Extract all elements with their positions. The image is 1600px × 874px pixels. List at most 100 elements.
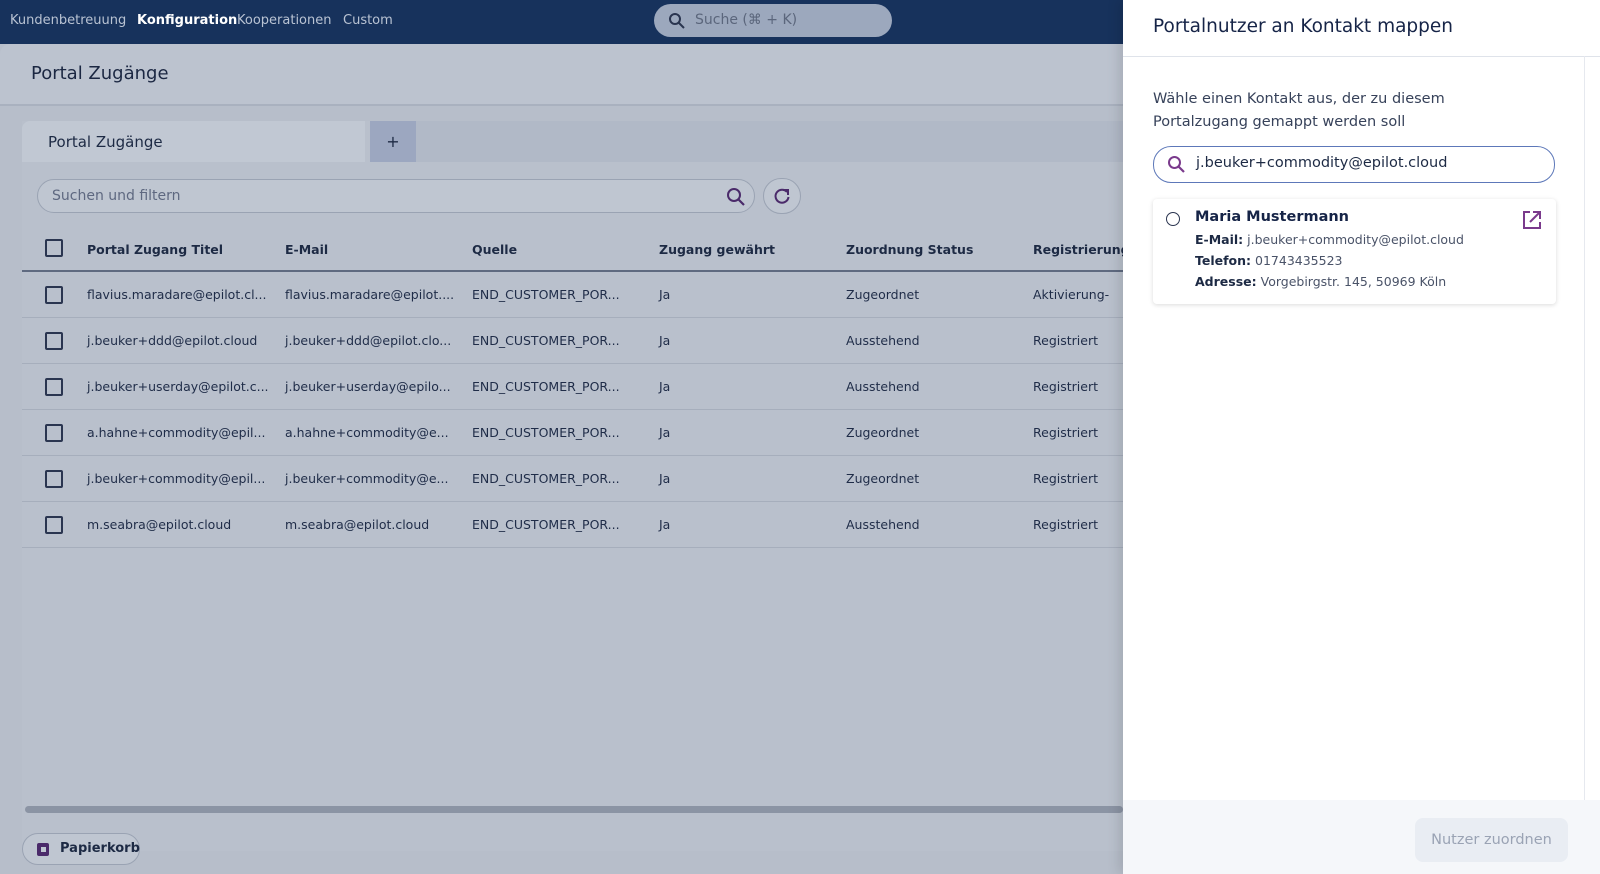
table-cell: END_CUSTOMER_POR...: [472, 517, 620, 532]
tab-label: Portal Zugänge: [48, 133, 163, 151]
trash-icon: [37, 843, 49, 856]
row-checkbox[interactable]: [45, 516, 63, 534]
panel: [22, 121, 1123, 851]
table-cell[interactable]: a.hahne+commodity@epil...: [87, 425, 266, 440]
table-cell: j.beuker+commodity@e...: [285, 471, 449, 486]
contact-search-icon: [1168, 156, 1185, 173]
tab[interactable]: Portal Zugänge: [22, 121, 365, 162]
table-cell: Ausstehend: [846, 379, 920, 394]
table-cell: END_CUSTOMER_POR...: [472, 333, 620, 348]
field-label: Adresse:: [1195, 274, 1257, 289]
contact-field: Adresse: Vorgebirgstr. 145, 50969 Köln: [1195, 274, 1446, 289]
row-checkbox[interactable]: [45, 470, 63, 488]
row-border: [22, 547, 1123, 548]
contact-card[interactable]: Maria Mustermann E-Mail: j.beuker+commod…: [1153, 199, 1556, 304]
nav-item[interactable]: Kooperationen: [237, 13, 332, 28]
refresh-button[interactable]: [763, 178, 801, 214]
table-cell: Registriert: [1033, 471, 1098, 486]
table-cell: END_CUSTOMER_POR...: [472, 287, 620, 302]
table-cell: flavius.maradare@epilot....: [285, 287, 455, 302]
filter-search-icon: [727, 188, 745, 206]
nav-item[interactable]: Kundenbetreuung: [10, 13, 127, 28]
row-border: [22, 501, 1123, 502]
table-cell: Ausstehend: [846, 517, 920, 532]
table-cell[interactable]: j.beuker+commodity@epil...: [87, 471, 266, 486]
row-border: [22, 455, 1123, 456]
table-cell: Ja: [659, 333, 671, 348]
table-cell: Registriert: [1033, 517, 1098, 532]
contact-name: Maria Mustermann: [1195, 209, 1350, 225]
drawer-footer: Nutzer zuordnen: [1123, 800, 1600, 874]
table-cell: END_CUSTOMER_POR...: [472, 379, 620, 394]
page-header: Portal Zugänge: [0, 44, 1123, 106]
search-placeholder: Suche (⌘ + K): [695, 12, 798, 28]
filter-input[interactable]: Suchen und filtern: [37, 179, 755, 213]
page-title: Portal Zugänge: [31, 63, 169, 84]
submit-button[interactable]: Nutzer zuordnen: [1415, 818, 1568, 862]
column-header: E-Mail: [285, 242, 329, 257]
nav-item[interactable]: Custom: [343, 13, 393, 28]
main-content: Portal Zugänge Portal Zugänge + Suchen u…: [0, 44, 1123, 874]
drawer-header: Portalnutzer an Kontakt mappen: [1123, 0, 1600, 57]
table-cell: Registriert: [1033, 333, 1098, 348]
row-checkbox[interactable]: [45, 424, 63, 442]
row-checkbox[interactable]: [45, 286, 63, 304]
table-cell: Registriert: [1033, 379, 1098, 394]
column-header: Quelle: [472, 242, 518, 257]
search-icon: [669, 13, 685, 29]
h-scrollbar[interactable]: [25, 806, 1123, 813]
global-search[interactable]: Suche (⌘ + K): [654, 4, 892, 37]
field-label: Telefon:: [1195, 253, 1252, 268]
instruction: Wähle einen Kontakt aus, der zu diesem P…: [1153, 91, 1445, 130]
row-checkbox[interactable]: [45, 332, 63, 350]
table-cell: END_CUSTOMER_POR...: [472, 425, 620, 440]
table-cell: j.beuker+ddd@epilot.clo...: [285, 333, 452, 348]
table-cell: Ja: [659, 517, 671, 532]
table-cell: Zugeordnet: [846, 471, 920, 486]
column-header: Registrierung: [1033, 242, 1123, 257]
table-cell: a.hahne+commodity@e...: [285, 425, 449, 440]
contact-field: E-Mail: j.beuker+commodity@epilot.cloud: [1195, 232, 1464, 247]
table-cell: Ja: [659, 287, 671, 302]
table-cell[interactable]: m.seabra@epilot.cloud: [87, 517, 232, 532]
refresh-icon: [774, 188, 790, 204]
table-cell: Ja: [659, 425, 671, 440]
v-scrollbar: [1584, 56, 1585, 800]
table-cell: Zugeordnet: [846, 287, 920, 302]
table-cell: Registriert: [1033, 425, 1098, 440]
add-tab[interactable]: +: [370, 121, 416, 162]
table-cell[interactable]: flavius.maradare@epilot.cl...: [87, 287, 267, 302]
trash-label: Papierkorb: [60, 841, 140, 856]
row-checkbox[interactable]: [45, 378, 63, 396]
table: Portal Zugang Titel E-Mail Quelle Zugang ge…: [22, 230, 1123, 590]
row-border: [22, 363, 1123, 364]
filter-placeholder: Suchen und filtern: [52, 188, 181, 204]
open-link-icon[interactable]: [1522, 210, 1542, 230]
nav-item[interactable]: Konfiguration: [137, 13, 238, 28]
table-cell[interactable]: j.beuker+userday@epilot.c...: [87, 379, 269, 394]
table-cell[interactable]: j.beuker+ddd@epilot.cloud: [87, 333, 258, 348]
field-value: Vorgebirgstr. 145, 50969 Köln: [1260, 274, 1447, 289]
contact-search-value: j.beuker+commodity@epilot.cloud: [1196, 155, 1448, 171]
field-value: 01743435523: [1255, 253, 1343, 268]
contact-field: Telefon: 01743435523: [1195, 253, 1343, 268]
header-border: [22, 270, 1123, 272]
column-header: Portal Zugang Titel: [87, 242, 224, 257]
radio[interactable]: [1166, 212, 1180, 226]
table-cell: j.beuker+userday@epilo...: [285, 379, 451, 394]
header-checkbox[interactable]: [45, 239, 63, 257]
tab-strip: [416, 121, 1123, 162]
column-header: Zuordnung Status: [846, 242, 974, 257]
table-cell: Ausstehend: [846, 333, 920, 348]
drawer-title: Portalnutzer an Kontakt mappen: [1153, 16, 1454, 37]
contact-search[interactable]: j.beuker+commodity@epilot.cloud: [1153, 146, 1555, 183]
table-cell: Ja: [659, 471, 671, 486]
trash-button[interactable]: Papierkorb: [22, 833, 140, 865]
field-label: E-Mail:: [1195, 232, 1244, 247]
row-border: [22, 317, 1123, 318]
table-cell: m.seabra@epilot.cloud: [285, 517, 430, 532]
field-value: j.beuker+commodity@epilot.cloud: [1247, 232, 1464, 247]
table-cell: Zugeordnet: [846, 425, 920, 440]
